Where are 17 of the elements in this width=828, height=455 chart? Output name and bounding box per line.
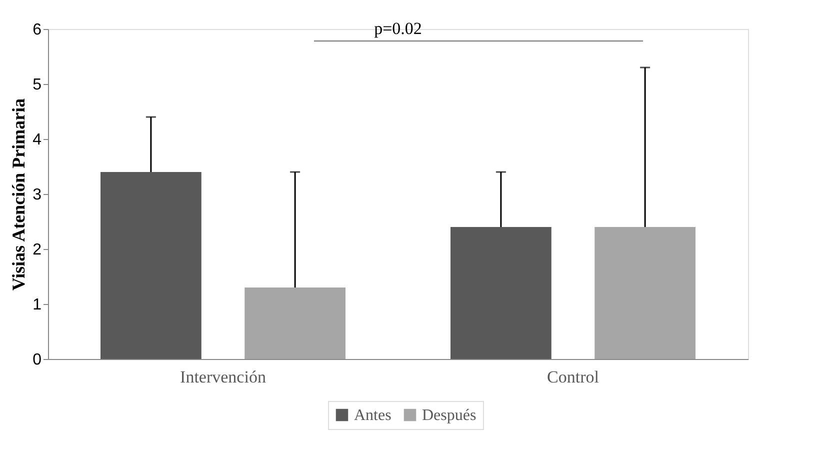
x-tick-label: Intervención (180, 368, 266, 386)
y-tick-label: 5 (32, 76, 42, 94)
bar (450, 227, 552, 359)
bar (594, 227, 696, 359)
y-tick-label: 4 (32, 132, 42, 148)
bar (244, 288, 346, 359)
bar (100, 172, 202, 359)
legend-label: Después (422, 407, 476, 424)
y-axis-title: Visias Atención Primaria (8, 98, 29, 291)
y-tick-label: 2 (32, 242, 42, 258)
legend-label: Antes (354, 407, 392, 424)
y-tick-label: 0 (32, 352, 42, 368)
y-tick-label: 6 (32, 22, 42, 38)
y-tick-label: 3 (32, 186, 42, 204)
x-tick-label: Control (547, 368, 600, 386)
y-tick-label: 1 (32, 296, 42, 314)
annotation: p=0.02 (374, 19, 422, 38)
